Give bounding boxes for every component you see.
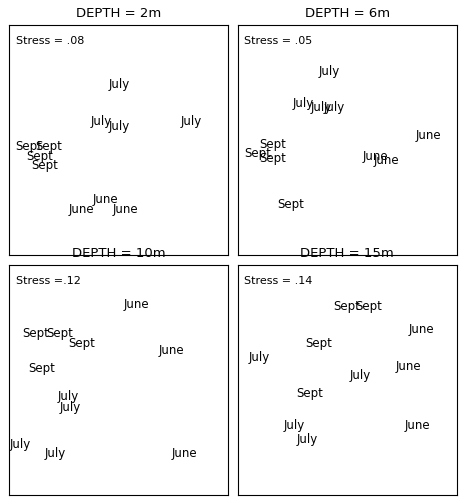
Text: Sept: Sept: [277, 198, 304, 211]
Text: June: June: [374, 154, 399, 167]
Text: Sept: Sept: [35, 140, 62, 153]
Text: July: July: [323, 102, 345, 114]
Text: July: July: [108, 78, 130, 92]
Text: July: July: [60, 401, 81, 414]
Text: Sept: Sept: [356, 300, 383, 313]
Text: July: July: [249, 350, 270, 364]
Text: June: June: [396, 360, 421, 372]
Text: June: June: [69, 202, 95, 215]
Text: Sept: Sept: [22, 328, 49, 340]
Text: Sept: Sept: [305, 336, 332, 349]
Text: July: July: [319, 64, 340, 78]
Text: June: June: [113, 202, 138, 215]
Text: July: July: [297, 434, 318, 446]
Text: June: June: [93, 194, 118, 206]
Text: Sept: Sept: [29, 362, 55, 375]
Text: July: July: [180, 115, 202, 128]
Text: July: July: [293, 96, 314, 110]
Text: DEPTH = 2m: DEPTH = 2m: [76, 7, 161, 20]
Text: Sept: Sept: [27, 150, 54, 162]
Text: July: July: [45, 447, 66, 460]
Text: July: July: [310, 102, 331, 114]
Text: July: July: [58, 390, 79, 402]
Text: Stress = .08: Stress = .08: [16, 36, 84, 46]
Text: DEPTH = 6m: DEPTH = 6m: [305, 7, 390, 20]
Text: June: June: [158, 344, 184, 356]
Text: Stress = .05: Stress = .05: [244, 36, 313, 46]
Text: Stress =.12: Stress =.12: [16, 276, 81, 286]
Text: July: July: [91, 115, 112, 128]
Text: July: July: [284, 420, 305, 432]
Text: Sept: Sept: [244, 148, 271, 160]
Text: Sept: Sept: [259, 138, 286, 151]
Text: Sept: Sept: [15, 140, 42, 153]
Text: Sept: Sept: [68, 336, 95, 349]
Text: Sept: Sept: [46, 328, 73, 340]
Text: July: July: [350, 369, 371, 382]
Text: DEPTH = 15m: DEPTH = 15m: [300, 247, 394, 260]
Text: June: June: [363, 150, 389, 162]
Text: June: June: [415, 129, 441, 142]
Text: Sept: Sept: [259, 152, 286, 165]
Text: June: June: [123, 298, 149, 310]
Text: June: June: [404, 420, 430, 432]
Text: DEPTH = 10m: DEPTH = 10m: [72, 247, 165, 260]
Text: June: June: [172, 447, 197, 460]
Text: July: July: [10, 438, 31, 451]
Text: Stress = .14: Stress = .14: [244, 276, 313, 286]
Text: Sept: Sept: [296, 388, 323, 400]
Text: Sept: Sept: [334, 300, 361, 313]
Text: July: July: [108, 120, 130, 132]
Text: June: June: [409, 323, 434, 336]
Text: Sept: Sept: [31, 159, 58, 172]
